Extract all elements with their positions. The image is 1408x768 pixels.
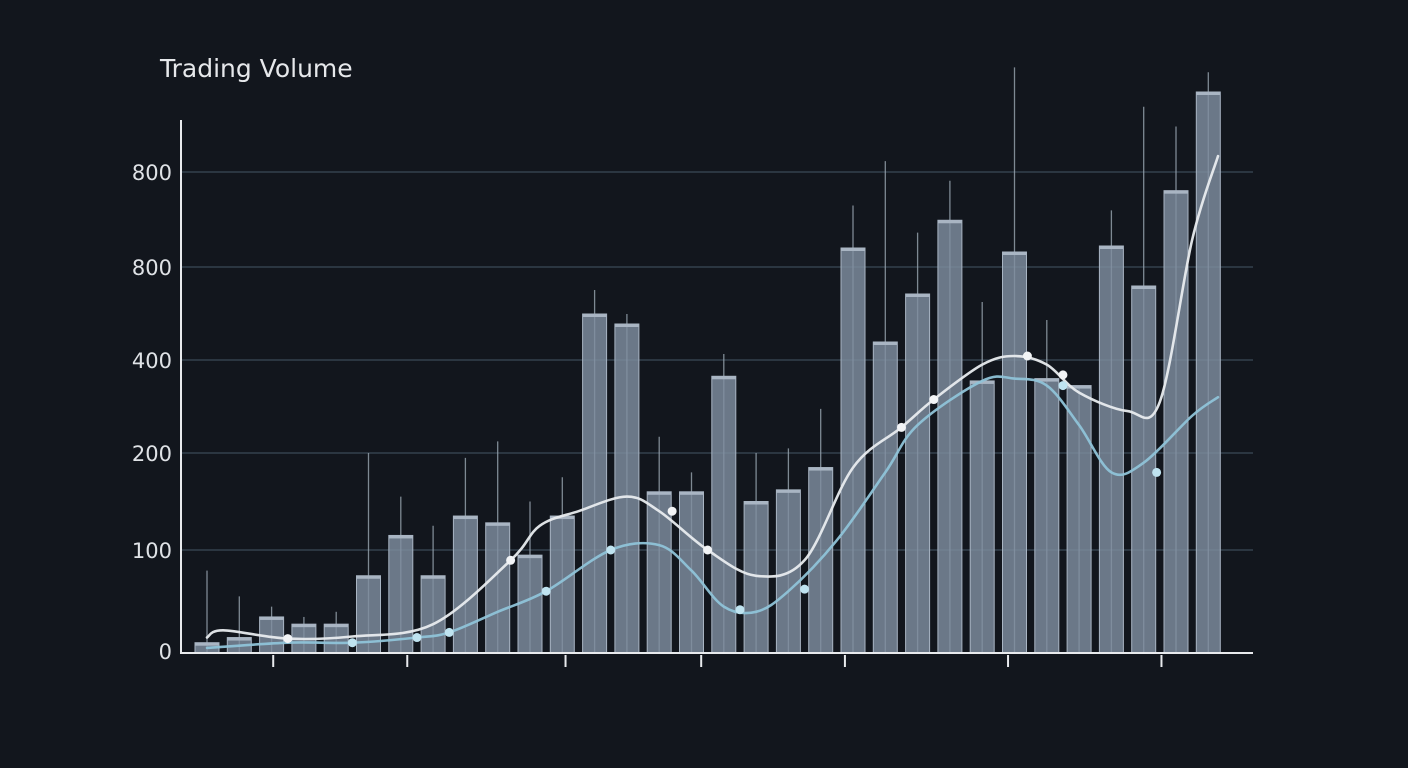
bar-cap-21 [841,248,865,251]
primary-marker-3 [667,506,677,516]
bar-cap-20 [808,467,833,471]
secondary-marker-3 [444,627,454,637]
bar-cap-18 [744,501,769,505]
y-tick-label-3: 200 [132,442,172,466]
bar-21 [840,247,866,654]
bar-cap-30 [1131,286,1156,289]
bar-cap-3 [259,616,284,620]
bar-cap-11 [518,555,542,559]
bar-cap-10 [485,522,510,526]
bar-11 [517,554,543,654]
secondary-marker-2 [412,633,422,643]
bar-25 [969,380,995,654]
secondary-marker-4 [541,586,551,596]
bar-cap-32 [1196,92,1221,95]
trend-lines [205,154,1220,650]
primary-marker-8 [1058,370,1068,380]
bar-cap-16 [679,491,704,495]
primary-marker-2 [506,555,516,565]
primary-marker-4 [703,545,713,555]
bar-cap-14 [614,324,639,327]
bar-cap-1 [195,642,219,646]
secondary-trend-line [205,375,1220,650]
bar-cap-24 [937,220,962,224]
bar-cap-13 [582,314,607,317]
y-tick-label-1: 0 [159,640,172,664]
bar-cap-28 [1067,385,1092,389]
bar-cap-4 [291,624,316,628]
secondary-marker-1 [347,638,357,648]
y-tick-label-5: 800 [132,256,172,280]
secondary-marker-5 [606,545,616,555]
bar-cap-9 [453,516,478,520]
bar-cap-29 [1099,246,1124,249]
bar-23 [905,293,931,654]
bar-32 [1195,91,1221,654]
bar-26 [1002,251,1027,654]
chart-title: Trading Volume [159,54,353,83]
bar-cap-17 [711,376,736,380]
bar-29 [1098,245,1124,654]
bar-14 [614,323,640,654]
secondary-marker-6 [735,605,745,615]
bar-cap-5 [324,624,349,628]
trend-markers [283,351,1162,648]
bar-8 [420,575,446,654]
bar-cap-26 [1002,252,1027,255]
bar-cap-27 [1034,378,1059,382]
bar-cap-12 [550,516,575,520]
secondary-marker-9 [1152,467,1162,477]
bar-cap-31 [1164,190,1188,194]
bar-13 [582,313,608,654]
bar-cap-2 [227,637,252,641]
primary-marker-6 [929,395,939,405]
primary-marker-5 [896,422,906,432]
axes [180,120,1253,667]
bar-9 [452,515,478,654]
y-tick-label-4: 400 [132,349,172,373]
bar-cap-8 [421,575,446,579]
secondary-marker-8 [1058,381,1068,391]
bar-22 [872,341,898,654]
bar-cap-23 [905,294,930,297]
y-tick-label-2: 100 [132,539,172,563]
primary-trend-line [205,154,1220,641]
y-tick-labels: 0 100 200 400 800 800 [132,161,172,664]
bar-10 [485,522,511,654]
bar-12 [549,515,575,654]
bar-cap-15 [647,491,672,495]
bar-cap-22 [873,342,898,345]
bar-cap-19 [776,489,801,493]
bar-cap-25 [970,380,995,384]
y-tick-label-6: 800 [132,161,172,185]
bar-cap-6 [356,575,381,579]
primary-marker-1 [283,634,293,644]
bar-cap-7 [388,535,413,539]
bar-27 [1034,378,1060,654]
primary-marker-7 [1022,351,1032,361]
secondary-marker-7 [800,584,810,594]
bar-24 [937,219,963,654]
